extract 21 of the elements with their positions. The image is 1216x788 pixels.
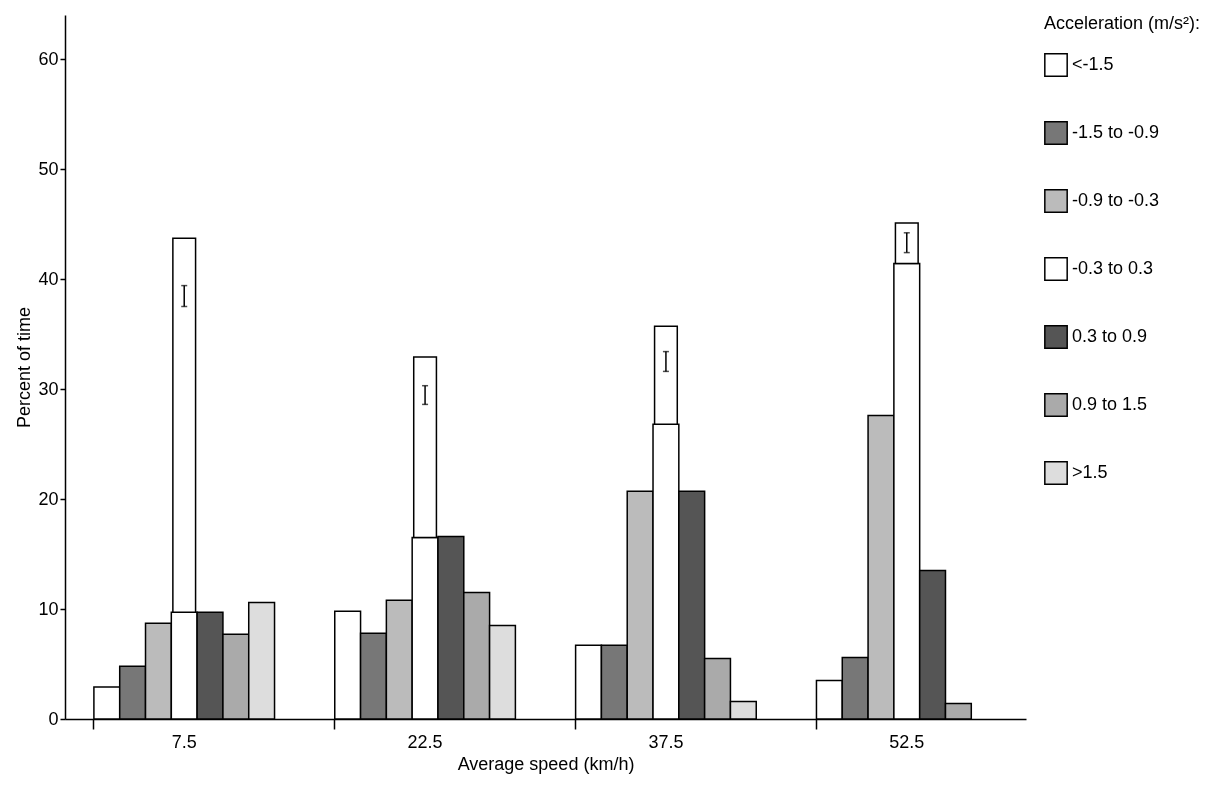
x-tick-label: 52.5 [889, 731, 925, 752]
x-tick-label: 7.5 [171, 731, 197, 752]
y-tick-label: 30 [38, 378, 59, 399]
x-axis-title: Average speed (km/h) [457, 753, 635, 774]
legend-label: -0.3 to 0.3 [1072, 258, 1154, 278]
legend-label: -1.5 to -0.9 [1072, 122, 1160, 142]
y-tick-label: 50 [38, 158, 59, 179]
legend-label: 0.3 to 0.9 [1072, 326, 1148, 346]
legend-label: >1.5 [1072, 462, 1108, 482]
x-tick-label: 22.5 [407, 731, 443, 752]
legend-title: Acceleration (m/s²): [1044, 13, 1201, 33]
y-tick-label: 20 [38, 488, 59, 509]
y-tick-label: 40 [38, 268, 59, 289]
y-tick-label: 10 [38, 598, 59, 619]
legend-label: -0.9 to -0.3 [1072, 190, 1160, 210]
y-axis-title: Percent of time [14, 306, 35, 429]
x-tick-label: 37.5 [648, 731, 684, 752]
y-tick-label: 0 [48, 708, 59, 729]
legend-label: 0.9 to 1.5 [1072, 394, 1148, 414]
legend-label: <-1.5 [1072, 54, 1114, 74]
y-tick-label: 60 [38, 48, 59, 69]
